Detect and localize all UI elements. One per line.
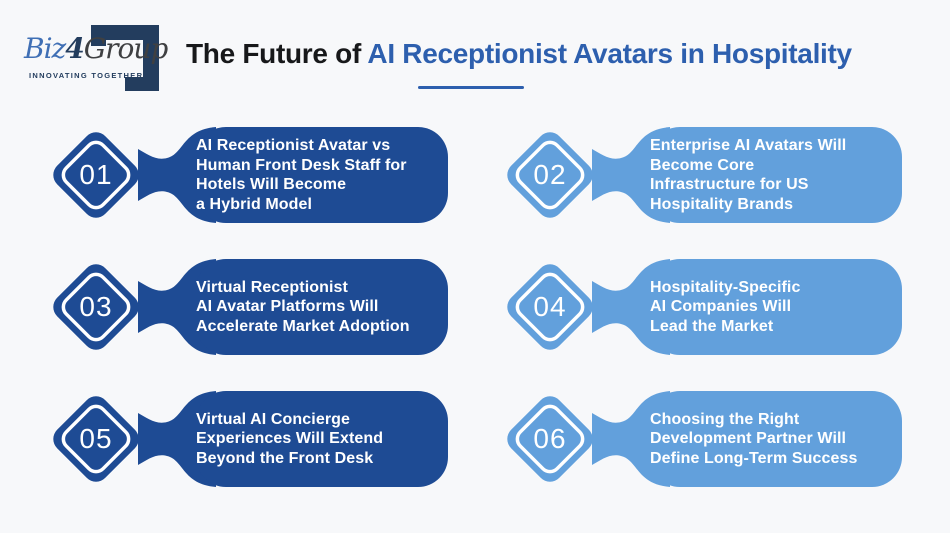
step-pill-shape	[53, 127, 448, 223]
step-number: 03	[79, 291, 113, 322]
step-item-04: 04 Hospitality-Specific AI Companies Wil…	[500, 257, 905, 357]
step-label-line: Hospitality Brands	[650, 195, 794, 213]
step-number: 02	[533, 159, 567, 190]
step-label-line: Beyond the Front Desk	[196, 449, 374, 467]
step-item-03: 03 Virtual Receptionist AI Avatar Platfo…	[46, 257, 451, 357]
step-label-line: Enterprise AI Avatars Will	[650, 137, 847, 154]
step-label: Choosing the Right Development Partner W…	[650, 389, 897, 489]
logo-text-group: Group	[83, 32, 169, 65]
step-label-line: Experiences Will Extend	[196, 430, 384, 448]
logo-wordmark: Biz4Group	[24, 32, 169, 65]
step-label-line: AI Receptionist Avatar vs	[196, 137, 391, 154]
step-pill-shape	[507, 391, 902, 487]
logo-tagline: INNOVATING TOGETHER	[29, 71, 144, 80]
step-label-line: Become Core	[650, 156, 755, 174]
step-number: 06	[533, 423, 567, 454]
step-pill-shape	[53, 259, 448, 355]
title-underline	[418, 86, 524, 89]
step-label-line: Accelerate Market Adoption	[196, 317, 410, 335]
page-title-highlight: AI Receptionist Avatars in Hospitality	[367, 38, 852, 69]
step-label-line: Virtual Receptionist	[196, 278, 348, 296]
step-label-line: AI Avatar Platforms Will	[196, 298, 379, 316]
logo-text-biz: Biz	[24, 32, 66, 65]
step-pill-shape	[53, 391, 448, 487]
step-pill-shape	[507, 259, 902, 355]
step-label-line: Choosing the Right	[650, 410, 800, 428]
step-label-line: Infrastructure for US	[650, 176, 809, 193]
step-label-line: Virtual AI Concierge	[196, 410, 351, 428]
logo-text-4: 4	[65, 32, 85, 65]
step-label-line: Hospitality-Specific	[650, 278, 801, 296]
step-pill-shape	[507, 127, 902, 223]
step-number: 04	[533, 291, 567, 322]
page-title-prefix: The Future of	[186, 38, 368, 69]
step-label: Virtual Receptionist AI Avatar Platforms…	[196, 257, 443, 357]
step-number: 01	[79, 159, 113, 190]
biz4group-logo: Biz4Group INNOVATING TOGETHER	[20, 8, 170, 103]
step-label: Hospitality-Specific AI Companies Will L…	[650, 257, 897, 357]
step-item-05: 05 Virtual AI Concierge Experiences Will…	[46, 389, 451, 489]
step-item-06: 06 Choosing the Right Development Partne…	[500, 389, 905, 489]
step-label-line: Lead the Market	[650, 317, 774, 335]
step-label: Enterprise AI Avatars Will Become Core I…	[650, 125, 897, 225]
step-label-line: a Hybrid Model	[196, 195, 313, 213]
step-label-line: Define Long-Term Success	[650, 449, 858, 467]
step-item-02: 02 Enterprise AI Avatars Will Become Cor…	[500, 125, 905, 225]
step-item-01: 01 AI Receptionist Avatar vs Human Front…	[46, 125, 451, 225]
step-label-line: AI Companies Will	[650, 298, 792, 316]
page-title: The Future of AI Receptionist Avatars in…	[186, 38, 852, 70]
step-number: 05	[79, 423, 113, 454]
step-label: AI Receptionist Avatar vs Human Front De…	[196, 125, 443, 225]
step-label-line: Development Partner Will	[650, 430, 847, 448]
step-label: Virtual AI Concierge Experiences Will Ex…	[196, 389, 443, 489]
step-label-line: Human Front Desk Staff for	[196, 156, 407, 174]
logo-bracket-icon	[91, 25, 159, 91]
step-label-line: Hotels Will Become	[196, 176, 347, 193]
